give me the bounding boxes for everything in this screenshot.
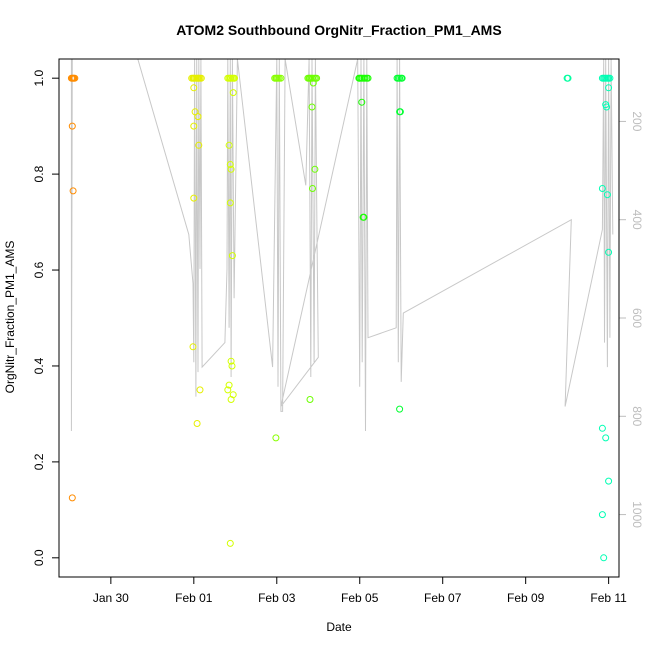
y-tick-label: 0.8	[32, 165, 46, 182]
data-point	[226, 199, 234, 207]
data-point	[309, 79, 317, 87]
data-point	[224, 386, 232, 394]
data-point	[396, 108, 404, 116]
x-tick-label: Feb 09	[507, 591, 545, 605]
series-feb-06	[393, 74, 406, 413]
series-feb-05	[355, 74, 372, 221]
data-point	[190, 84, 198, 92]
data-point	[195, 141, 203, 149]
data-point	[227, 396, 235, 403]
series-jan-28	[67, 74, 79, 502]
data-point	[364, 74, 372, 82]
chart-title: ATOM2 Southbound OrgNitr_Fraction_PM1_AM…	[176, 22, 501, 38]
data-point	[398, 74, 406, 82]
data-point	[68, 122, 76, 130]
y2-tick-label: 600	[630, 308, 644, 328]
data-point	[598, 511, 606, 519]
data-point	[605, 477, 613, 485]
y-tick-label: 0.2	[32, 453, 46, 470]
data-point	[228, 252, 236, 260]
data-point	[189, 343, 197, 351]
y-axis-label: OrgNitr_Fraction_PM1_AMS	[3, 241, 17, 394]
data-point	[358, 98, 366, 106]
series-feb-10	[563, 74, 572, 82]
data-point	[308, 103, 316, 111]
data-point	[226, 161, 234, 168]
data-point	[277, 74, 285, 82]
data-point	[311, 165, 319, 173]
x-axis-label: Date	[326, 620, 352, 634]
data-point	[69, 187, 77, 195]
y2-tick-label: 1000	[630, 501, 644, 528]
series-feb-11	[598, 74, 614, 562]
y-tick-label: 0.6	[32, 261, 46, 278]
x-tick-label: Feb 01	[175, 591, 213, 605]
data-point	[598, 185, 606, 192]
data-point	[603, 103, 611, 111]
data-point	[197, 74, 205, 82]
y-tick-label: 0.0	[32, 549, 46, 566]
data-point	[190, 194, 198, 202]
y-tick-label: 0.4	[32, 357, 46, 374]
data-point	[605, 84, 613, 92]
x-tick-label: Feb 03	[258, 591, 296, 605]
data-point	[605, 248, 613, 256]
data-point	[306, 396, 314, 403]
data-point	[600, 554, 608, 562]
data-point	[225, 141, 233, 149]
plot-frame	[58, 58, 620, 578]
data-point	[272, 434, 280, 442]
data-point	[229, 89, 237, 97]
series-feb-04	[304, 74, 321, 403]
points-layer	[67, 74, 614, 562]
series-feb-01	[188, 74, 205, 427]
data-point	[68, 494, 76, 502]
data-point	[606, 74, 614, 82]
data-point	[598, 424, 606, 432]
y2-tick-label: 800	[630, 406, 644, 426]
data-point	[360, 213, 368, 221]
x-tick-label: Feb 05	[341, 591, 379, 605]
data-point	[228, 362, 236, 370]
data-point	[602, 434, 610, 442]
data-point	[194, 113, 202, 121]
data-point	[603, 191, 611, 199]
y2-tick-label: 200	[630, 111, 644, 131]
data-point	[71, 74, 79, 82]
data-point	[309, 185, 316, 192]
data-point	[231, 74, 238, 82]
y2-tick-label: 400	[630, 210, 644, 230]
series-feb-02	[224, 74, 238, 547]
x-tick-label: Feb 11	[590, 591, 627, 605]
data-point	[313, 74, 321, 82]
series-feb-03	[271, 74, 285, 442]
data-point	[190, 122, 198, 130]
data-point	[227, 357, 235, 365]
data-point	[226, 539, 234, 547]
data-point	[196, 386, 204, 394]
x-tick-label: Feb 07	[424, 591, 462, 605]
y-tick-label: 1.0	[32, 70, 46, 87]
data-point	[193, 420, 201, 427]
data-point	[396, 405, 404, 413]
data-point	[564, 74, 572, 82]
x-tick-label: Jan 30	[93, 591, 129, 605]
data-point	[227, 165, 235, 173]
data-point	[225, 381, 233, 389]
